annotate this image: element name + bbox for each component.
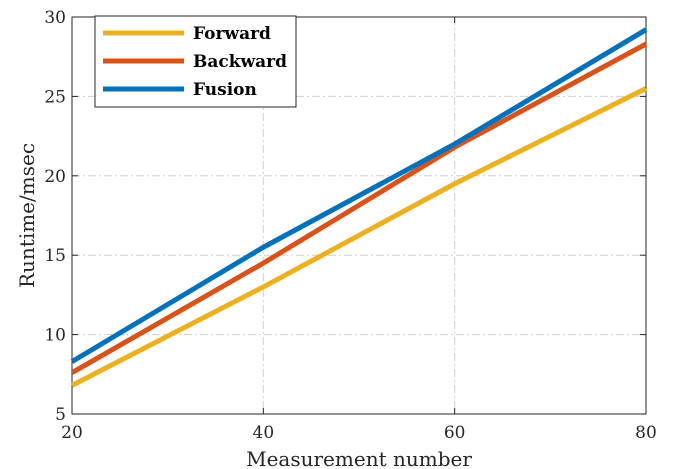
ticks: 20 40 60 80 5 10 15 20 25 30 [44,8,656,443]
series-line-fusion [70,27,648,364]
x-tick-label: 20 [61,423,83,443]
y-tick-label: 10 [44,326,66,346]
legend: Forward Backward Fusion [94,15,297,108]
legend-label: Fusion [193,80,257,100]
series-line-backward [70,41,648,375]
x-tick-label: 80 [635,423,657,443]
y-tick-label: 30 [44,8,66,28]
y-axis-label: Runtime/msec [15,143,39,288]
x-axis-label: Measurement number [246,447,472,469]
legend-label: Forward [193,24,271,44]
x-tick-label: 40 [253,423,275,443]
plot-frame [71,16,647,415]
y-tick-label: 5 [55,405,66,425]
y-tick-label: 15 [44,246,66,266]
legend-label: Backward [193,52,287,72]
x-tick-label: 60 [444,423,466,443]
series-layer [70,27,648,388]
series-line-forward [70,86,648,388]
y-tick-label: 25 [44,87,66,107]
y-tick-label: 20 [44,167,66,187]
